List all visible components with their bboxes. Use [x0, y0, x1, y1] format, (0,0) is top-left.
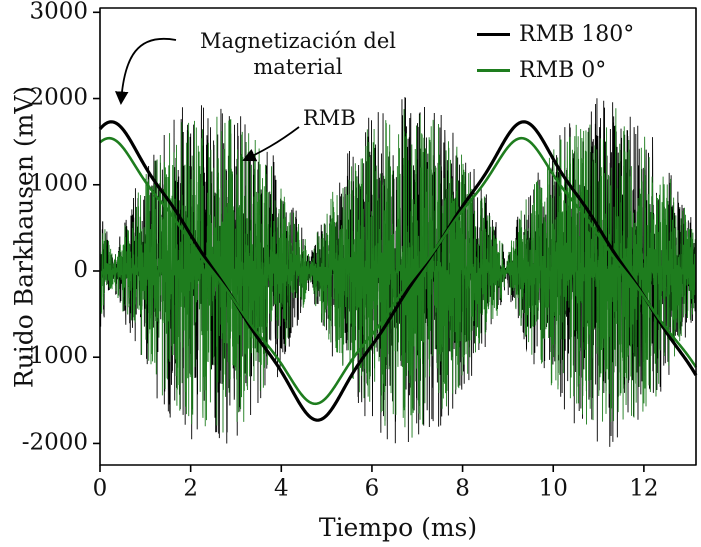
y-axis-label: Ruido Barkhausen (mV)	[9, 85, 39, 389]
legend: RMB 180° RMB 0°	[477, 22, 634, 83]
legend-swatch-rmb-0-line	[477, 69, 510, 72]
legend-label-rmb-180: RMB 180°	[519, 22, 635, 47]
annotation-rmb: RMB	[303, 106, 356, 130]
x-axis-label: Tiempo (ms)	[318, 513, 478, 542]
legend-item-rmb-0: RMB 0°	[477, 58, 634, 83]
legend-item-rmb-180: RMB 180°	[477, 22, 634, 47]
annotation-magnetization: Magnetización del material	[199, 29, 397, 80]
legend-swatch-rmb-180-line	[477, 33, 510, 36]
legend-label-rmb-0: RMB 0°	[519, 58, 607, 83]
